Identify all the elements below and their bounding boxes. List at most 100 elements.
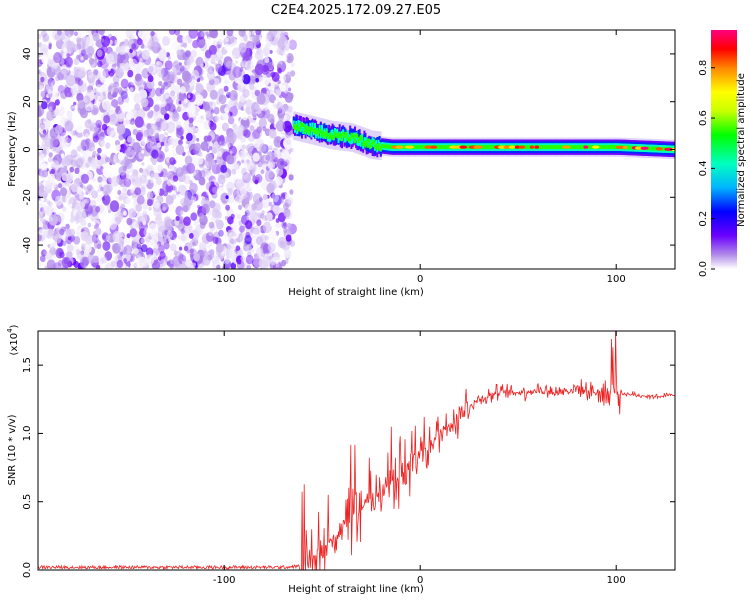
- spectrogram-cell: [283, 208, 291, 218]
- colorbar: 0.0 0.2 0.4 0.6 0.8 Normalized spectral ampl…: [698, 30, 747, 277]
- spectrogram-cell: [310, 126, 313, 132]
- spectrogram-cell: [87, 254, 96, 264]
- spectrogram-cell: [160, 168, 168, 178]
- spectrogram-cell: [214, 115, 220, 122]
- spectrogram-cell: [580, 145, 583, 149]
- spectrogram-cell: [648, 146, 650, 151]
- spectrogram-cell: [134, 116, 144, 128]
- spectrogram-cell: [278, 106, 285, 115]
- spectrogram-cell: [350, 135, 353, 145]
- spectrogram-cell: [150, 179, 154, 184]
- spectrogram-cell: [382, 144, 385, 148]
- spectrogram-cell: [66, 53, 70, 58]
- spectrogram-cell: [231, 54, 236, 60]
- spectrogram-cell: [341, 131, 343, 140]
- spectrogram-cell: [145, 235, 151, 243]
- colorbar-tick-label: 0.6: [698, 110, 709, 126]
- spectrogram-cell: [39, 44, 49, 55]
- spectrogram-cell: [275, 120, 286, 132]
- spectrogram-cell: [356, 136, 359, 146]
- spectrogram-cell: [528, 145, 530, 149]
- spectrogram-cell: [92, 150, 97, 156]
- spectrogram-cell: [218, 38, 223, 45]
- spectrogram-cell: [544, 145, 547, 149]
- spectrogram-cell: [97, 176, 103, 183]
- spectrogram-cell: [229, 238, 235, 244]
- spectrogram-cell: [283, 222, 287, 227]
- spectrogram-cell: [175, 205, 184, 217]
- spectrogram-cell: [126, 217, 133, 226]
- spectrogram-cell: [518, 145, 526, 149]
- spectrogram-cell: [280, 84, 286, 92]
- spectrogram-cell: [102, 241, 111, 251]
- y-tick-label: 1.5: [22, 357, 33, 373]
- spectrogram-cell: [45, 100, 54, 110]
- spectrogram-cell: [194, 142, 202, 152]
- spectrogram-cell: [74, 153, 82, 162]
- spectrogram-cell: [76, 36, 82, 44]
- spectrogram-cell: [350, 132, 353, 137]
- spectrogram-cell: [233, 176, 240, 184]
- spectrogram-cell: [74, 167, 80, 174]
- spectrogram-cell: [192, 40, 199, 49]
- spectrogram-cell: [139, 174, 147, 184]
- spectrogram-cell: [141, 150, 145, 154]
- spectrogram-cell: [222, 204, 226, 210]
- spectrogram-cell: [256, 126, 263, 134]
- spectrogram-cell: [267, 113, 275, 123]
- spectrogram-cell: [169, 137, 176, 146]
- spectrogram-cell: [182, 42, 188, 48]
- spectrogram-cell: [185, 259, 192, 267]
- spectrogram-cell: [41, 220, 50, 230]
- spectrogram-cell: [236, 260, 245, 269]
- spectrogram-cell: [247, 145, 254, 152]
- spectrogram-cell: [52, 139, 60, 148]
- spectrogram-cell: [109, 72, 114, 78]
- spectrogram-cell: [86, 185, 95, 195]
- spectrogram-cell: [257, 211, 263, 218]
- spectrogram-cell: [267, 242, 276, 253]
- spectrogram-cell: [76, 31, 82, 39]
- spectrogram-cell: [283, 227, 288, 234]
- spectrogram-cell: [413, 145, 416, 149]
- spectrogram-cell: [73, 66, 83, 78]
- spectrogram-cell: [129, 48, 133, 54]
- spectrogram-cell: [270, 192, 276, 199]
- spectrogram-cell: [364, 143, 367, 148]
- spectrogram-cell: [62, 206, 67, 213]
- spectrogram-cell: [243, 129, 251, 138]
- spectrogram-cell: [344, 131, 347, 136]
- spectrogram-cell: [278, 261, 282, 266]
- spectrogram-cell: [177, 235, 181, 240]
- spectrogram-cell: [228, 249, 237, 260]
- spectrogram-cell: [216, 50, 223, 58]
- spectrogram-cell: [314, 129, 316, 134]
- spectrogram-cell: [239, 185, 248, 196]
- spectrogram-cell: [134, 217, 139, 224]
- spectrogram-cell: [205, 112, 214, 122]
- spectrogram-cell: [130, 30, 136, 35]
- spectrogram-cell: [139, 167, 144, 173]
- spectrogram-cell: [582, 145, 585, 149]
- spectrogram-cell: [266, 183, 275, 194]
- spectrogram-cell: [40, 197, 45, 203]
- spectrogram-cell: [157, 256, 162, 261]
- spectrogram-cell: [543, 145, 546, 149]
- spectrogram-cell: [228, 105, 238, 117]
- spectrogram-cell: [200, 63, 204, 68]
- spectrogram-cell: [133, 179, 143, 191]
- spectrogram-cell: [254, 103, 260, 110]
- spectrogram-cell: [86, 184, 93, 192]
- spectrogram-cell: [322, 130, 325, 135]
- spectrogram-cell: [355, 133, 358, 138]
- spectrogram-cell: [39, 85, 44, 90]
- spectrogram-cell: [57, 183, 63, 189]
- spectrogram-cell: [126, 110, 134, 120]
- spectrogram-cell: [40, 255, 46, 263]
- spectrogram-cell: [188, 117, 194, 124]
- spectrogram-cell: [114, 30, 123, 36]
- spectrogram-cell: [68, 203, 73, 208]
- spectrogram-cell: [199, 221, 206, 229]
- spectrogram-cell: [331, 129, 334, 138]
- x-tick-label: 0: [417, 274, 423, 285]
